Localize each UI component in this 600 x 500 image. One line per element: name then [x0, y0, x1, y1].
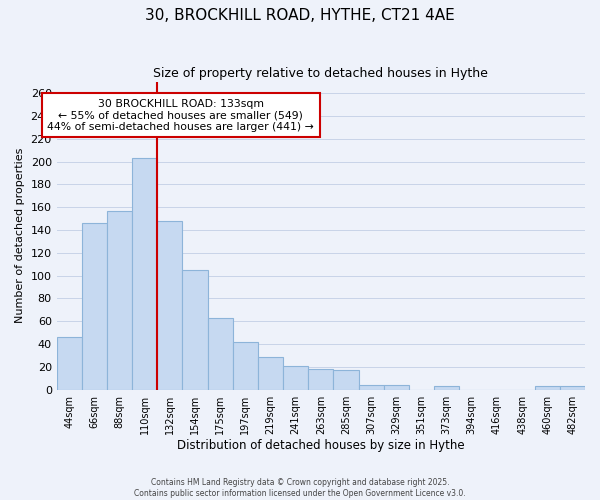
Bar — [359, 385, 384, 390]
X-axis label: Distribution of detached houses by size in Hythe: Distribution of detached houses by size … — [177, 440, 464, 452]
Bar — [56, 337, 82, 390]
Title: Size of property relative to detached houses in Hythe: Size of property relative to detached ho… — [154, 68, 488, 80]
Bar — [258, 356, 283, 390]
Text: 30, BROCKHILL ROAD, HYTHE, CT21 4AE: 30, BROCKHILL ROAD, HYTHE, CT21 4AE — [145, 8, 455, 22]
Bar — [132, 158, 157, 390]
Y-axis label: Number of detached properties: Number of detached properties — [15, 148, 25, 324]
Bar — [82, 223, 107, 390]
Bar — [157, 221, 182, 390]
Bar — [434, 386, 459, 390]
Bar — [334, 370, 359, 390]
Text: 30 BROCKHILL ROAD: 133sqm
← 55% of detached houses are smaller (549)
44% of semi: 30 BROCKHILL ROAD: 133sqm ← 55% of detac… — [47, 98, 314, 132]
Bar — [107, 210, 132, 390]
Bar — [560, 386, 585, 390]
Bar — [308, 369, 334, 390]
Bar — [535, 386, 560, 390]
Bar — [208, 318, 233, 390]
Bar — [283, 366, 308, 390]
Bar — [233, 342, 258, 390]
Text: Contains HM Land Registry data © Crown copyright and database right 2025.
Contai: Contains HM Land Registry data © Crown c… — [134, 478, 466, 498]
Bar — [182, 270, 208, 390]
Bar — [384, 385, 409, 390]
